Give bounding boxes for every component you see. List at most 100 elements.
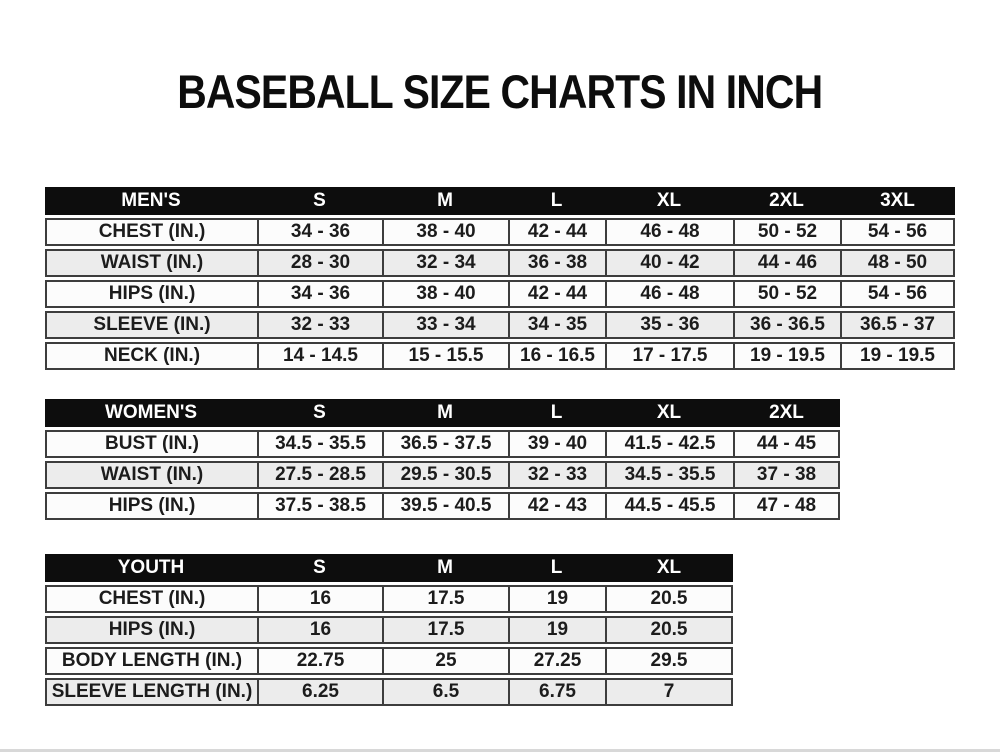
youth-value-cell: 27.25	[508, 647, 605, 675]
youth-value-cell: 25	[382, 647, 508, 675]
youth-value-cell: 19	[508, 616, 605, 644]
mens-value-cell: 34 - 36	[257, 218, 382, 246]
womens-row-label: WAIST (IN.)	[45, 461, 257, 489]
mens-value-cell: 16 - 16.5	[508, 342, 605, 370]
womens-value-cell: 44 - 45	[733, 430, 840, 458]
mens-row-2: HIPS (IN.) 34 - 36 38 - 40 42 - 44 46 - 48 50…	[45, 280, 955, 308]
mens-size-table: MEN'S S M L XL 2XL 3XL CHEST (IN.) 34 - 36 38 - 4…	[45, 184, 955, 373]
womens-value-cell: 32 - 33	[508, 461, 605, 489]
mens-column-header-m: M	[382, 187, 508, 215]
womens-row-0: BUST (IN.) 34.5 - 35.5 36.5 - 37.5 39 - 40 4…	[45, 430, 840, 458]
mens-value-cell: 40 - 42	[605, 249, 733, 277]
mens-row-label: WAIST (IN.)	[45, 249, 257, 277]
youth-column-header-m: M	[382, 554, 508, 582]
youth-value-cell: 6.5	[382, 678, 508, 706]
youth-column-header-l: L	[508, 554, 605, 582]
womens-row-label: HIPS (IN.)	[45, 492, 257, 520]
mens-row-label: SLEEVE (IN.)	[45, 311, 257, 339]
mens-value-cell: 46 - 48	[605, 218, 733, 246]
mens-value-cell: 50 - 52	[733, 280, 840, 308]
mens-row-label: HIPS (IN.)	[45, 280, 257, 308]
youth-row-3: SLEEVE LENGTH (IN.) 6.25 6.5 6.75 7	[45, 678, 733, 706]
womens-column-header-m: M	[382, 399, 508, 427]
youth-value-cell: 16	[257, 585, 382, 613]
mens-value-cell: 54 - 56	[840, 218, 955, 246]
womens-column-header-l: L	[508, 399, 605, 427]
womens-value-cell: 34.5 - 35.5	[605, 461, 733, 489]
womens-row-label: BUST (IN.)	[45, 430, 257, 458]
mens-value-cell: 32 - 33	[257, 311, 382, 339]
youth-row-label: HIPS (IN.)	[45, 616, 257, 644]
mens-value-cell: 36 - 36.5	[733, 311, 840, 339]
youth-column-header-xl: XL	[605, 554, 733, 582]
womens-value-cell: 44.5 - 45.5	[605, 492, 733, 520]
youth-value-cell: 17.5	[382, 585, 508, 613]
womens-table-title: WOMEN'S	[45, 399, 257, 427]
youth-row-label: BODY LENGTH (IN.)	[45, 647, 257, 675]
youth-value-cell: 6.25	[257, 678, 382, 706]
mens-value-cell: 50 - 52	[733, 218, 840, 246]
mens-value-cell: 42 - 44	[508, 218, 605, 246]
mens-value-cell: 34 - 35	[508, 311, 605, 339]
page-title-text: BASEBALL SIZE CHARTS IN INCH	[177, 65, 823, 118]
youth-row-2: BODY LENGTH (IN.) 22.75 25 27.25 29.5	[45, 647, 733, 675]
womens-header-row: WOMEN'S S M L XL 2XL	[45, 399, 840, 427]
youth-value-cell: 22.75	[257, 647, 382, 675]
womens-column-header-s: S	[257, 399, 382, 427]
womens-value-cell: 47 - 48	[733, 492, 840, 520]
womens-value-cell: 39 - 40	[508, 430, 605, 458]
womens-value-cell: 39.5 - 40.5	[382, 492, 508, 520]
mens-header-row: MEN'S S M L XL 2XL 3XL	[45, 187, 955, 215]
mens-value-cell: 35 - 36	[605, 311, 733, 339]
youth-value-cell: 6.75	[508, 678, 605, 706]
mens-value-cell: 34 - 36	[257, 280, 382, 308]
mens-value-cell: 44 - 46	[733, 249, 840, 277]
mens-row-0: CHEST (IN.) 34 - 36 38 - 40 42 - 44 46 - 48 5…	[45, 218, 955, 246]
mens-value-cell: 38 - 40	[382, 218, 508, 246]
mens-value-cell: 54 - 56	[840, 280, 955, 308]
youth-size-table: YOUTH S M L XL CHEST (IN.) 16 17.5 19 20.5 HIPS (I…	[45, 551, 733, 709]
womens-value-cell: 29.5 - 30.5	[382, 461, 508, 489]
mens-row-label: NECK (IN.)	[45, 342, 257, 370]
womens-size-table: WOMEN'S S M L XL 2XL BUST (IN.) 34.5 - 35.5 36.5…	[45, 396, 840, 523]
youth-value-cell: 20.5	[605, 616, 733, 644]
youth-header-row: YOUTH S M L XL	[45, 554, 733, 582]
mens-value-cell: 19 - 19.5	[840, 342, 955, 370]
youth-value-cell: 17.5	[382, 616, 508, 644]
mens-value-cell: 46 - 48	[605, 280, 733, 308]
womens-value-cell: 34.5 - 35.5	[257, 430, 382, 458]
mens-value-cell: 36 - 38	[508, 249, 605, 277]
mens-value-cell: 36.5 - 37	[840, 311, 955, 339]
mens-value-cell: 48 - 50	[840, 249, 955, 277]
mens-value-cell: 15 - 15.5	[382, 342, 508, 370]
youth-value-cell: 29.5	[605, 647, 733, 675]
mens-column-header-l: L	[508, 187, 605, 215]
mens-value-cell: 42 - 44	[508, 280, 605, 308]
mens-value-cell: 14 - 14.5	[257, 342, 382, 370]
womens-value-cell: 37 - 38	[733, 461, 840, 489]
mens-value-cell: 28 - 30	[257, 249, 382, 277]
mens-value-cell: 32 - 34	[382, 249, 508, 277]
youth-column-header-s: S	[257, 554, 382, 582]
mens-row-1: WAIST (IN.) 28 - 30 32 - 34 36 - 38 40 - 42 4…	[45, 249, 955, 277]
youth-row-label: CHEST (IN.)	[45, 585, 257, 613]
page-bottom-divider	[0, 749, 1000, 752]
youth-value-cell: 20.5	[605, 585, 733, 613]
mens-value-cell: 17 - 17.5	[605, 342, 733, 370]
youth-value-cell: 7	[605, 678, 733, 706]
mens-row-4: NECK (IN.) 14 - 14.5 15 - 15.5 16 - 16.5 17 …	[45, 342, 955, 370]
mens-table-title: MEN'S	[45, 187, 257, 215]
mens-value-cell: 33 - 34	[382, 311, 508, 339]
youth-value-cell: 19	[508, 585, 605, 613]
mens-column-header-3xl: 3XL	[840, 187, 955, 215]
womens-column-header-xl: XL	[605, 399, 733, 427]
mens-column-header-2xl: 2XL	[733, 187, 840, 215]
page-title: BASEBALL SIZE CHARTS IN INCH	[0, 64, 1000, 119]
womens-value-cell: 37.5 - 38.5	[257, 492, 382, 520]
mens-column-header-s: S	[257, 187, 382, 215]
mens-column-header-xl: XL	[605, 187, 733, 215]
youth-table-title: YOUTH	[45, 554, 257, 582]
mens-value-cell: 19 - 19.5	[733, 342, 840, 370]
youth-value-cell: 16	[257, 616, 382, 644]
womens-column-header-2xl: 2XL	[733, 399, 840, 427]
